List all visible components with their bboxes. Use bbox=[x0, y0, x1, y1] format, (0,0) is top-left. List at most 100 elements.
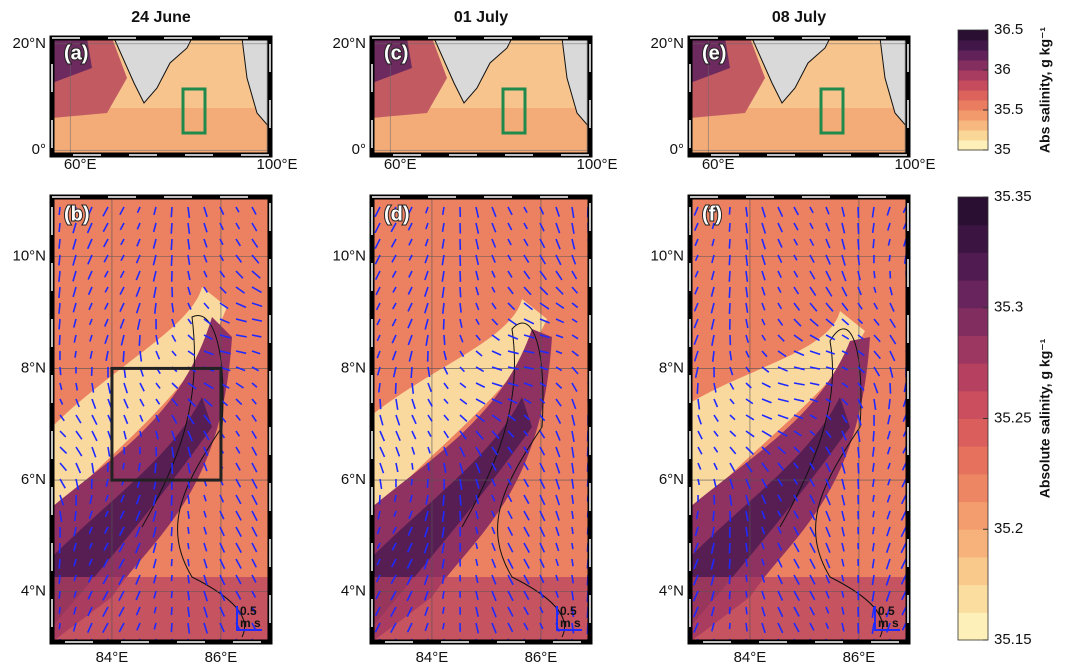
velocity-arrow bbox=[710, 318, 715, 330]
velocity-arrow bbox=[171, 382, 179, 389]
velocity-arrow bbox=[86, 238, 93, 250]
velocity-arrow bbox=[507, 590, 514, 602]
velocity-arrow bbox=[187, 334, 194, 341]
velocity-arrow bbox=[58, 622, 61, 630]
velocity-arrow bbox=[745, 590, 748, 598]
velocity-arrow bbox=[187, 558, 190, 567]
velocity-arrow bbox=[857, 430, 861, 442]
velocity-arrow bbox=[235, 526, 242, 538]
sea-south bbox=[690, 108, 908, 155]
velocity-arrow bbox=[872, 494, 875, 502]
velocity-arrow bbox=[475, 286, 480, 296]
contour bbox=[141, 315, 245, 638]
velocity-arrow bbox=[171, 318, 176, 328]
velocity-arrow bbox=[423, 286, 429, 297]
velocity-arrow bbox=[235, 590, 242, 600]
velocity-arrow bbox=[187, 446, 192, 458]
velocity-arrow bbox=[761, 462, 770, 473]
colorbar-level bbox=[958, 90, 988, 101]
velocity-arrow bbox=[809, 318, 819, 327]
velocity-arrow bbox=[91, 382, 95, 393]
velocity-arrow bbox=[809, 462, 815, 470]
velocity-arrow bbox=[406, 590, 413, 602]
velocity-arrow bbox=[219, 606, 226, 617]
velocity-arrow bbox=[539, 366, 548, 371]
velocity-arrow bbox=[507, 430, 515, 438]
velocity-arrow bbox=[187, 462, 191, 474]
velocity-arrow bbox=[391, 350, 397, 361]
velocity-arrow bbox=[745, 254, 749, 267]
velocity-arrow bbox=[120, 494, 125, 503]
velocity-arrow bbox=[441, 526, 445, 538]
velocity-arrow bbox=[571, 318, 578, 323]
velocity-arrow bbox=[391, 334, 397, 344]
velocity-arrow bbox=[235, 462, 241, 471]
velocity-arrow bbox=[825, 286, 833, 297]
velocity-arrow bbox=[507, 558, 514, 569]
velocity-arrow bbox=[475, 446, 483, 457]
velocity-arrow bbox=[761, 622, 766, 634]
velocity-arrow bbox=[539, 462, 546, 473]
velocity-arrow bbox=[103, 526, 109, 535]
map-frame bbox=[687, 194, 911, 645]
velocity-arrow bbox=[729, 462, 736, 472]
velocity-arrow bbox=[761, 334, 767, 341]
velocity-arrow bbox=[88, 318, 93, 326]
velocity-arrow bbox=[491, 606, 497, 618]
velocity-arrow bbox=[745, 526, 749, 537]
velocity-arrow bbox=[539, 238, 546, 249]
velocity-arrow bbox=[872, 526, 875, 535]
velocity-arrow bbox=[423, 302, 429, 314]
velocity-arrow bbox=[251, 430, 258, 439]
velocity-arrow bbox=[507, 606, 514, 617]
velocity-arrow bbox=[75, 414, 82, 424]
velocity-arrow bbox=[571, 478, 575, 489]
velocity-arrow bbox=[443, 414, 450, 421]
velocity-arrow bbox=[424, 270, 429, 281]
velocity-arrow bbox=[841, 270, 847, 282]
velocity-arrow bbox=[523, 510, 530, 521]
velocity-arrow bbox=[102, 206, 109, 217]
velocity-arrow bbox=[793, 238, 799, 246]
velocity-arrow bbox=[523, 334, 535, 339]
velocity-arrow bbox=[901, 622, 907, 631]
velocity-arrow bbox=[900, 510, 907, 521]
velocity-arrow bbox=[694, 270, 699, 278]
velocity-arrow bbox=[761, 254, 766, 266]
velocity-arrow bbox=[58, 606, 61, 614]
asia-land bbox=[879, 38, 908, 129]
velocity-arrow bbox=[91, 398, 97, 410]
velocity-arrow bbox=[507, 574, 514, 586]
velocity-arrow bbox=[693, 606, 699, 618]
velocity-arrow bbox=[187, 382, 197, 390]
velocity-arrow bbox=[376, 318, 381, 326]
colorbar-level bbox=[958, 140, 988, 151]
velocity-arrow bbox=[219, 238, 224, 246]
velocity-arrow bbox=[728, 222, 731, 232]
velocity-arrow bbox=[72, 286, 77, 298]
velocity-arrow bbox=[475, 494, 480, 505]
velocity-arrow bbox=[411, 414, 417, 425]
velocity-arrow bbox=[761, 542, 765, 550]
velocity-arrow bbox=[187, 526, 190, 534]
velocity-arrow bbox=[761, 574, 766, 583]
y-tick-label: 20°N bbox=[332, 35, 366, 52]
velocity-arrow bbox=[136, 238, 141, 247]
velocity-arrow bbox=[408, 254, 413, 261]
velocity-arrow bbox=[793, 494, 799, 502]
velocity-arrow bbox=[203, 574, 208, 586]
velocity-arrow bbox=[137, 462, 141, 472]
velocity-arrow bbox=[459, 414, 468, 422]
velocity-arrow bbox=[491, 430, 500, 440]
velocity-arrow bbox=[120, 238, 125, 246]
velocity-arrow bbox=[391, 254, 397, 263]
velocity-arrow bbox=[59, 478, 66, 489]
velocity-arrow bbox=[761, 526, 766, 535]
velocity-arrow bbox=[777, 270, 782, 279]
bottom-map bbox=[52, 197, 270, 642]
y-tick-label: 4°N bbox=[21, 583, 46, 600]
velocity-arrow bbox=[809, 478, 816, 488]
velocity-arrow bbox=[900, 542, 907, 554]
velocity-arrow bbox=[745, 414, 755, 421]
velocity-arrow bbox=[235, 318, 247, 323]
